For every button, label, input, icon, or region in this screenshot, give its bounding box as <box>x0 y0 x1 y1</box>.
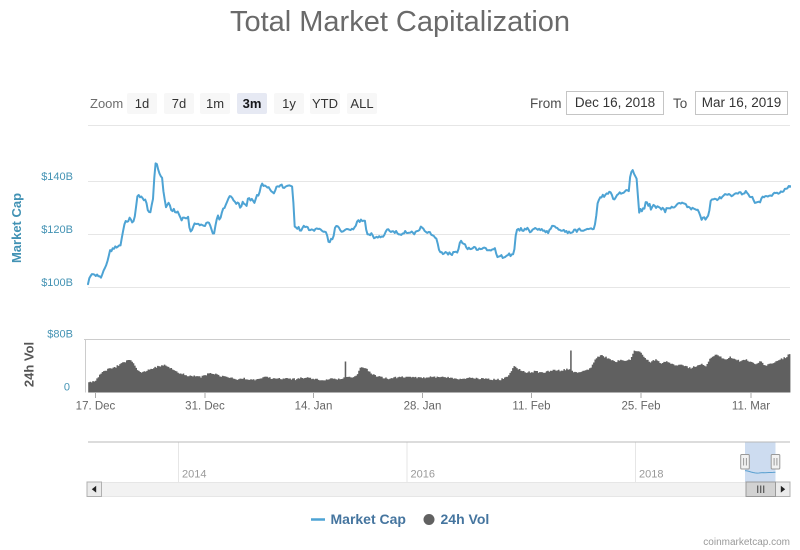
svg-text:11. Feb: 11. Feb <box>512 401 550 413</box>
svg-text:17. Dec: 17. Dec <box>76 401 116 413</box>
svg-text:Market Cap: Market Cap <box>331 511 406 527</box>
svg-text:2016: 2016 <box>411 469 435 481</box>
svg-text:11. Mar: 11. Mar <box>732 401 770 413</box>
svg-text:0: 0 <box>64 382 70 394</box>
svg-text:$80B: $80B <box>47 329 73 341</box>
svg-text:coinmarketcap.com: coinmarketcap.com <box>703 537 790 548</box>
svg-text:24h Vol: 24h Vol <box>441 511 490 527</box>
svg-text:Market Cap: Market Cap <box>9 193 24 263</box>
svg-text:31. Dec: 31. Dec <box>185 401 225 413</box>
svg-text:24h Vol: 24h Vol <box>22 342 37 387</box>
svg-text:$100B: $100B <box>41 277 73 289</box>
svg-text:28. Jan: 28. Jan <box>404 401 442 413</box>
svg-text:$120B: $120B <box>41 224 73 236</box>
svg-text:14. Jan: 14. Jan <box>295 401 333 413</box>
svg-text:25. Feb: 25. Feb <box>622 401 661 413</box>
svg-text:2018: 2018 <box>639 469 663 481</box>
svg-text:2014: 2014 <box>182 469 206 481</box>
svg-text:$140B: $140B <box>41 171 73 183</box>
